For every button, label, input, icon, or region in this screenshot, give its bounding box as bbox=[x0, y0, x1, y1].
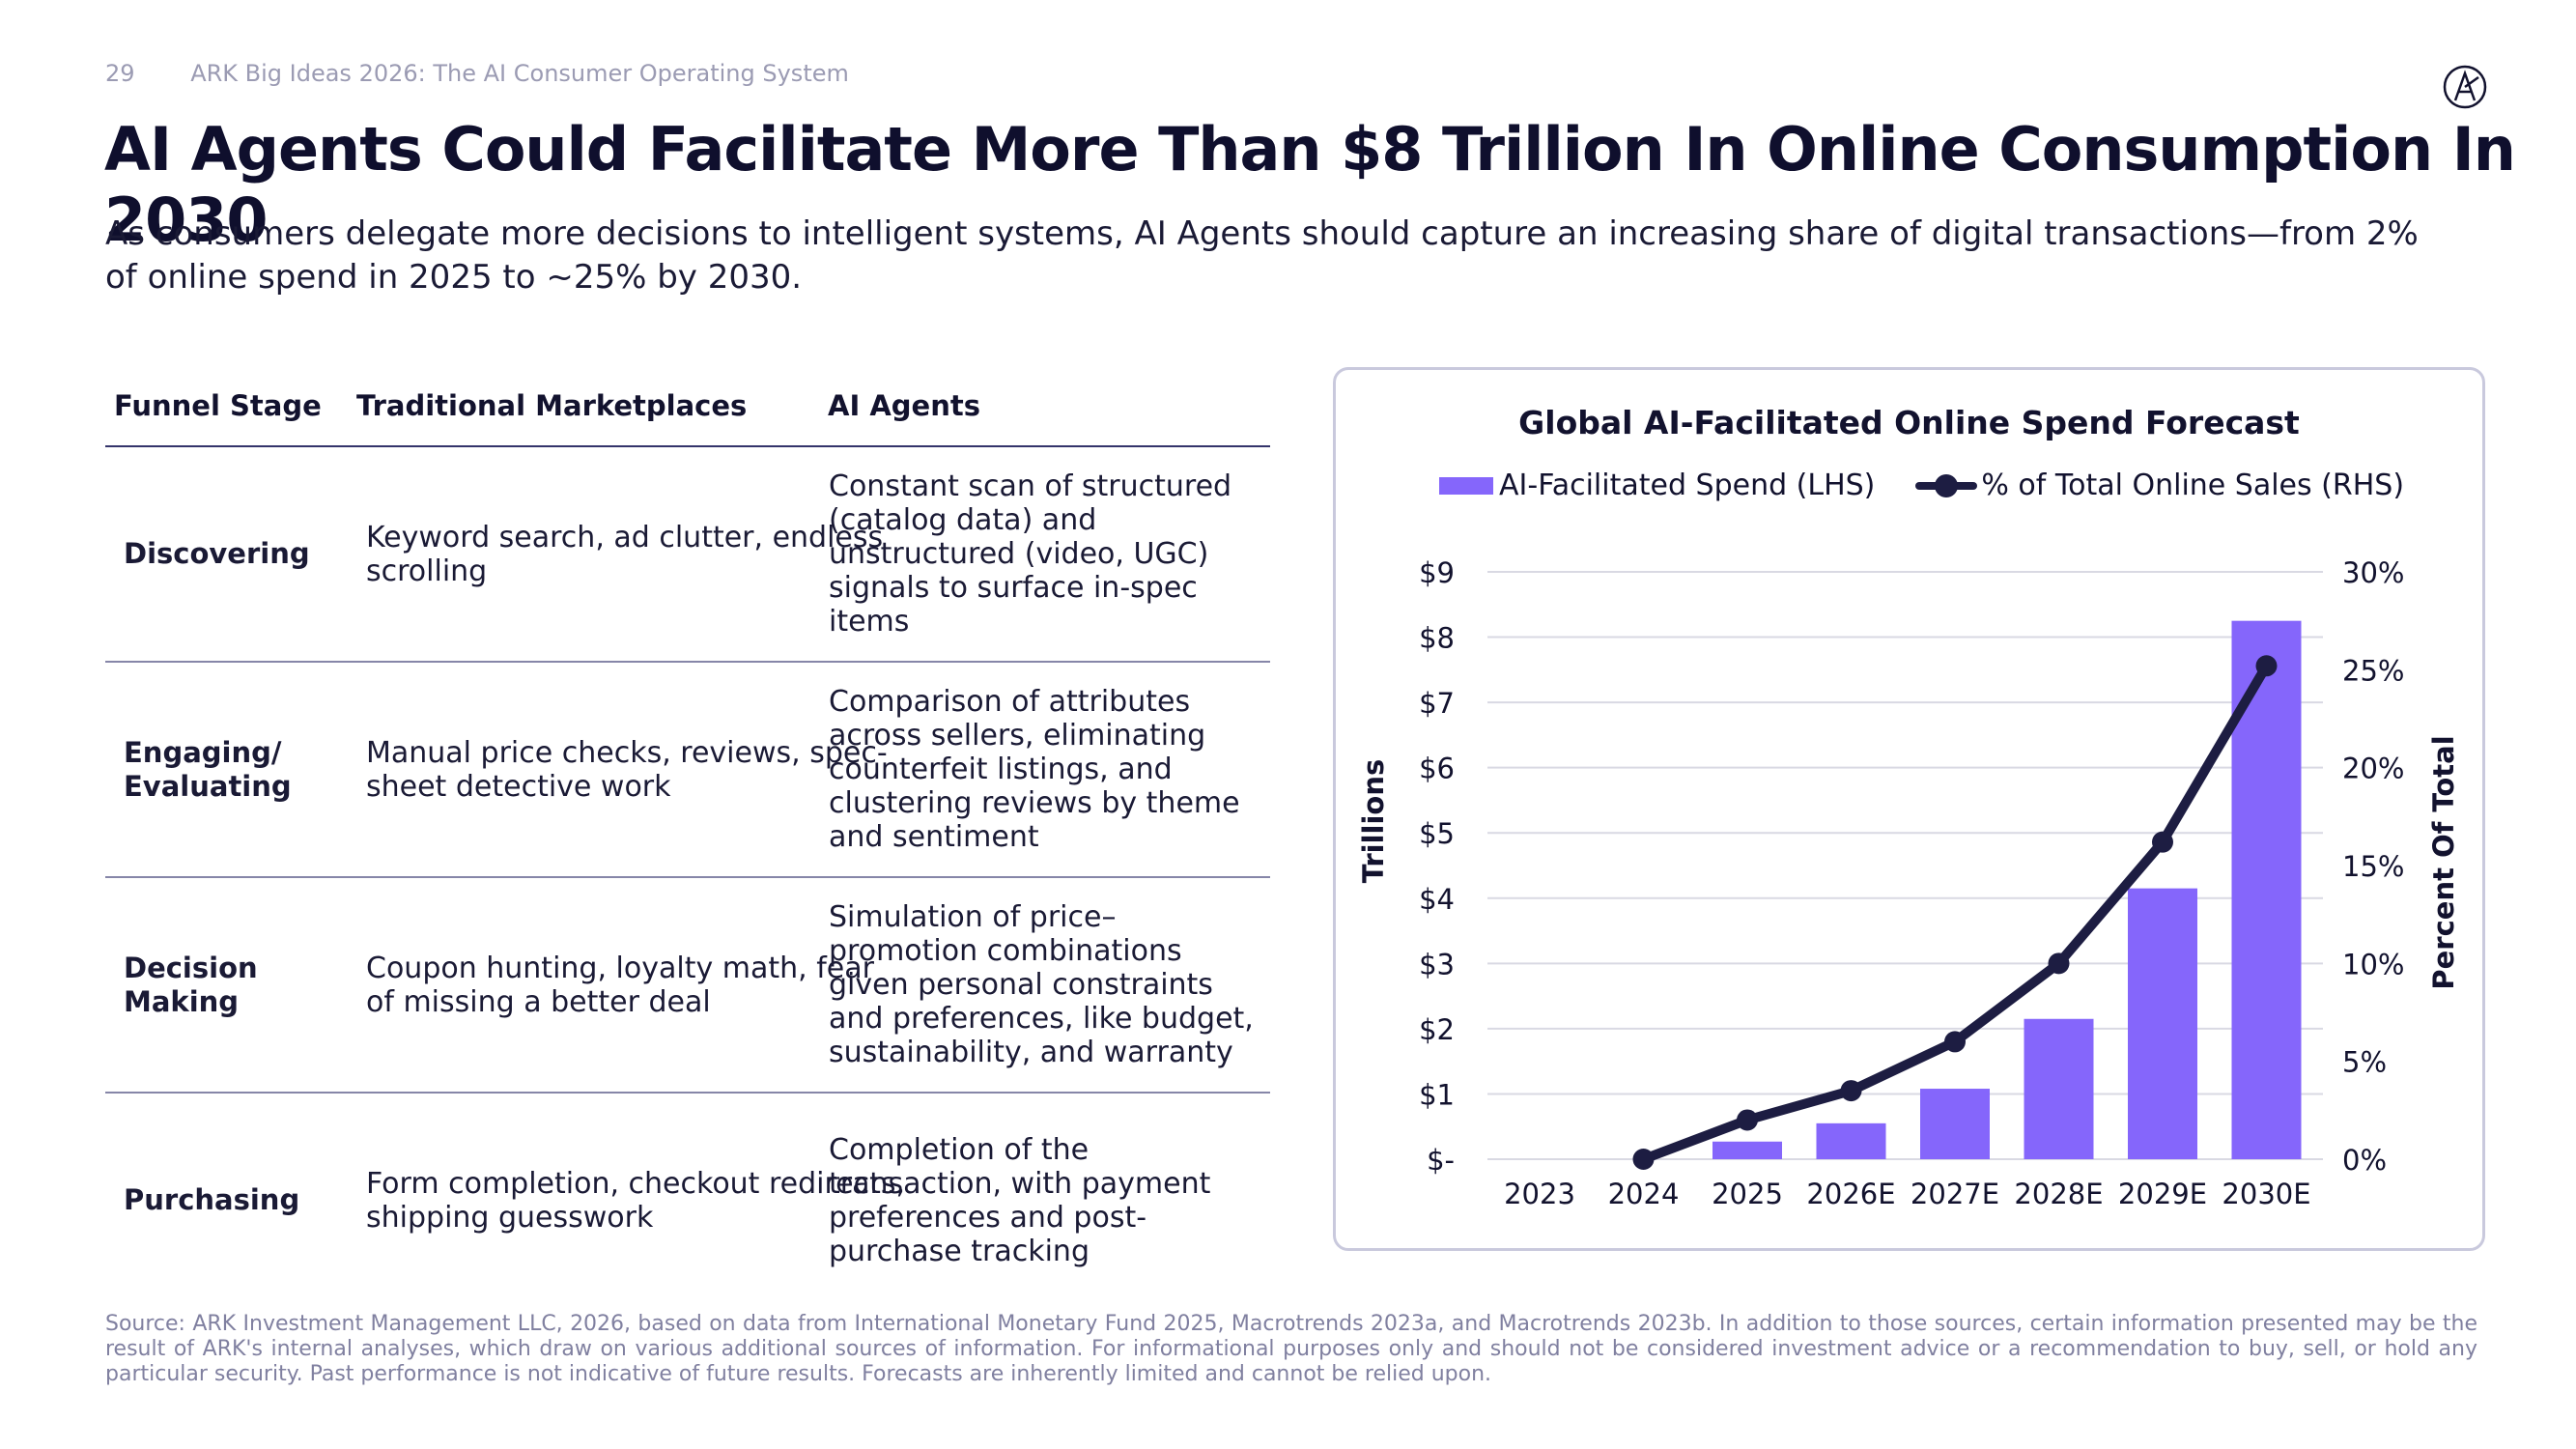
x-tick-label: 2030E bbox=[2222, 1178, 2310, 1210]
stage-cell: Discovering bbox=[124, 537, 310, 570]
table-row: Decision Making Coupon hunting, loyalty … bbox=[105, 878, 1270, 1094]
source-footnote: Source: ARK Investment Management LLC, 2… bbox=[105, 1312, 2477, 1386]
y-tick-label: $8 bbox=[1419, 622, 1455, 655]
bar bbox=[2024, 1018, 2094, 1159]
traditional-cell: Form completion, checkout redirects, shi… bbox=[366, 1166, 906, 1235]
y2-tick-label: 30% bbox=[2342, 556, 2404, 589]
table-header: Funnel Stage Traditional Marketplaces AI… bbox=[105, 382, 1270, 447]
line-point bbox=[2255, 655, 2278, 677]
y2-tick-label: 15% bbox=[2342, 850, 2404, 883]
bar bbox=[1713, 1141, 1782, 1159]
y-tick-label: $3 bbox=[1419, 948, 1455, 980]
header-ai-agents: AI Agents bbox=[828, 389, 980, 422]
chart-legend: AI-Facilitated Spend (LHS) % of Total On… bbox=[1439, 469, 2404, 502]
x-tick-label: 2023 bbox=[1504, 1178, 1575, 1210]
line-point bbox=[1944, 1031, 1966, 1053]
x-tick-label: 2024 bbox=[1608, 1178, 1680, 1210]
header-meta: 29 ARK Big Ideas 2026: The AI Consumer O… bbox=[105, 60, 849, 87]
y2-tick-label: 20% bbox=[2342, 753, 2404, 785]
agents-cell: Simulation of price–promotion combinatio… bbox=[829, 900, 1254, 1069]
page-number: 29 bbox=[105, 60, 135, 87]
agents-cell: Completion of the transaction, with paym… bbox=[829, 1132, 1211, 1268]
line-point bbox=[2048, 952, 2070, 975]
table-row: Discovering Keyword search, ad clutter, … bbox=[105, 447, 1270, 663]
legend-bar-swatch bbox=[1439, 476, 1493, 495]
funnel-table: Funnel Stage Traditional Marketplaces AI… bbox=[105, 382, 1270, 1307]
y-tick-label: $5 bbox=[1419, 817, 1455, 850]
y2-tick-label: 0% bbox=[2342, 1144, 2387, 1177]
line-point bbox=[1840, 1080, 1862, 1102]
chart-title: Global AI-Facilitated Online Spend Forec… bbox=[1518, 404, 2300, 441]
bar bbox=[1920, 1089, 1990, 1159]
traditional-cell: Manual price checks, reviews, spec-sheet… bbox=[366, 735, 888, 804]
page-title: AI Agents Could Facilitate More Than $8 … bbox=[104, 114, 2516, 255]
y-tick-label: $2 bbox=[1419, 1013, 1455, 1046]
table-row: Engaging/ Evaluating Manual price checks… bbox=[105, 663, 1270, 878]
bar bbox=[1816, 1122, 1886, 1159]
y-tick-label: $6 bbox=[1419, 753, 1455, 785]
x-tick-label: 2025 bbox=[1712, 1178, 1783, 1210]
table-row: Purchasing Form completion, checkout red… bbox=[105, 1094, 1270, 1307]
stage-cell: Engaging/ Evaluating bbox=[124, 735, 292, 803]
y2-tick-label: 5% bbox=[2342, 1046, 2387, 1079]
y2-tick-label: 10% bbox=[2342, 948, 2404, 980]
x-tick-label: 2029E bbox=[2118, 1178, 2207, 1210]
traditional-cell: Keyword search, ad clutter, endless scro… bbox=[366, 520, 884, 588]
ark-logo-icon bbox=[2443, 65, 2487, 109]
deck-title: ARK Big Ideas 2026: The AI Consumer Oper… bbox=[190, 60, 849, 87]
agents-cell: Comparison of attributes across sellers,… bbox=[829, 685, 1240, 854]
header-funnel-stage: Funnel Stage bbox=[114, 389, 322, 422]
x-tick-label: 2026E bbox=[1806, 1178, 1895, 1210]
y-tick-label: $7 bbox=[1419, 687, 1455, 720]
y-axis-title: Trillions bbox=[1357, 759, 1390, 884]
y2-tick-label: 25% bbox=[2342, 654, 2404, 687]
traditional-cell: Coupon hunting, loyalty math, fear of mi… bbox=[366, 951, 874, 1019]
y2-axis-title: Percent Of Total bbox=[2427, 735, 2460, 989]
x-tick-label: 2028E bbox=[2014, 1178, 2103, 1210]
agents-cell: Constant scan of structured (catalog dat… bbox=[829, 469, 1232, 639]
page-subtitle: As consumers delegate more decisions to … bbox=[105, 214, 2419, 297]
x-tick-label: 2027E bbox=[1911, 1178, 1999, 1210]
y-tick-label: $1 bbox=[1419, 1078, 1455, 1111]
legend-bar-label: AI-Facilitated Spend (LHS) bbox=[1499, 469, 1876, 502]
stage-cell: Purchasing bbox=[124, 1183, 300, 1216]
y-tick-label: $9 bbox=[1419, 556, 1455, 589]
stage-cell: Decision Making bbox=[124, 951, 258, 1018]
bar bbox=[2128, 888, 2197, 1159]
header-traditional: Traditional Marketplaces bbox=[356, 389, 748, 422]
chart-panel bbox=[1333, 367, 2485, 1251]
legend-line-label: % of Total Online Sales (RHS) bbox=[1981, 469, 2405, 502]
line-point bbox=[1737, 1109, 1758, 1131]
legend-line-swatch bbox=[1915, 473, 1978, 497]
line-point bbox=[1632, 1149, 1655, 1170]
y-tick-label: $- bbox=[1427, 1144, 1455, 1177]
line-point bbox=[2152, 831, 2173, 853]
y-tick-label: $4 bbox=[1419, 883, 1455, 916]
